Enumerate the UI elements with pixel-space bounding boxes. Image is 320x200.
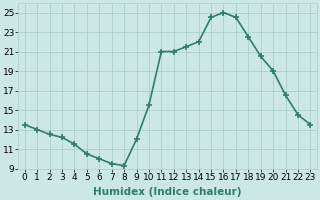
- X-axis label: Humidex (Indice chaleur): Humidex (Indice chaleur): [93, 187, 242, 197]
